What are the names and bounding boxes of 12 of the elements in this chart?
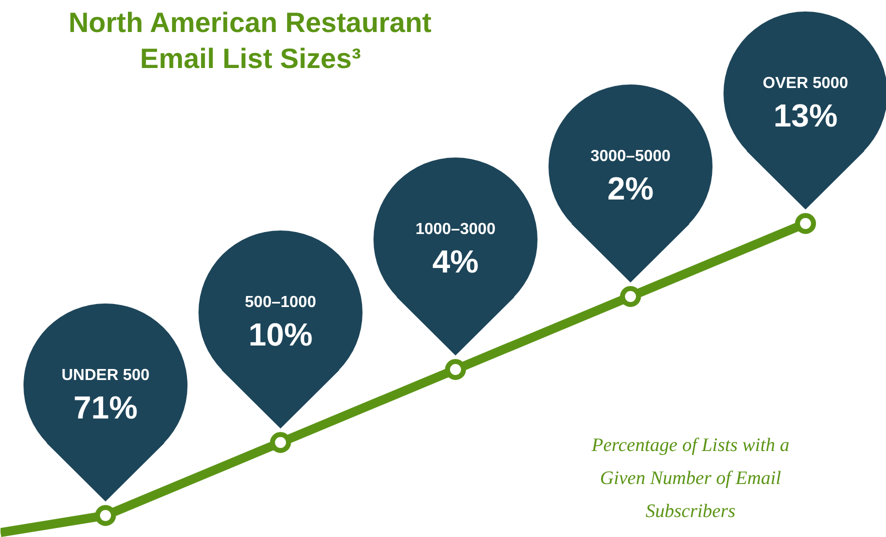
category-label: 500–1000 xyxy=(244,294,316,311)
data-label: 13% xyxy=(773,98,838,134)
data-label: 4% xyxy=(432,244,479,280)
text: Percentage of Lists with a Given Number of Email Subscribers xyxy=(590,435,790,522)
category-label: 3000–5000 xyxy=(590,148,671,165)
data-label: 2% xyxy=(607,170,654,206)
category-label: 1000–3000 xyxy=(415,221,496,238)
data-label: 10% xyxy=(248,316,313,352)
data-label: 71% xyxy=(73,390,138,426)
category-label: UNDER 500 xyxy=(61,367,150,384)
text: North American Restaurant Email List Sizes³ xyxy=(68,7,432,74)
category-label: OVER 5000 xyxy=(762,75,848,92)
